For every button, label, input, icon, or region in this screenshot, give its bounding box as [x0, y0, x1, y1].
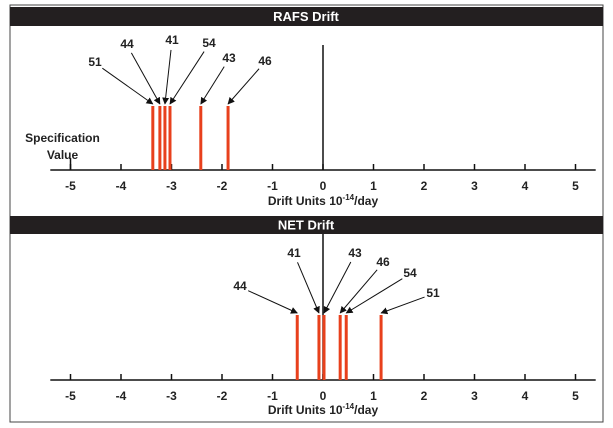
spike-label: 54 — [202, 36, 216, 50]
panel-title: RAFS Drift — [273, 9, 339, 24]
x-tick-label: -2 — [217, 179, 228, 193]
frame — [9, 4, 604, 423]
annotation: Specification — [25, 131, 100, 145]
arrow — [380, 296, 425, 315]
arrow — [227, 68, 260, 105]
x-axis-label-text: Drift Units 10 — [268, 403, 343, 417]
x-tick-label: 5 — [572, 389, 579, 403]
spike-label: 43 — [348, 246, 362, 260]
x-axis-label-suffix: /day — [354, 403, 378, 417]
x-tick-label: 3 — [471, 389, 478, 403]
arrow — [323, 261, 352, 314]
x-tick-label: 2 — [421, 179, 428, 193]
x-tick-label: 1 — [370, 179, 377, 193]
x-tick-label: 2 — [421, 389, 428, 403]
x-tick-label: 3 — [471, 179, 478, 193]
x-tick-label: -1 — [267, 389, 278, 403]
spike-label: 41 — [287, 246, 301, 260]
arrow — [102, 67, 154, 105]
x-axis-label-text: Drift Units 10 — [268, 194, 343, 208]
arrow — [345, 278, 403, 314]
arrow — [169, 51, 205, 105]
annotation: Value — [47, 148, 79, 162]
arrow — [247, 290, 298, 314]
arrow — [162, 49, 172, 105]
x-tick-label: -5 — [65, 179, 76, 193]
spike-label: 54 — [403, 266, 417, 280]
title-bar — [10, 7, 603, 26]
title-bar — [10, 216, 603, 234]
x-tick-label: 1 — [370, 389, 377, 403]
x-tick-label: 4 — [522, 179, 529, 193]
arrow — [339, 269, 378, 314]
spike-label: 51 — [426, 286, 440, 300]
x-tick-label: -4 — [116, 389, 127, 403]
x-tick-label: -3 — [166, 179, 177, 193]
x-tick-label: -5 — [65, 389, 76, 403]
x-axis-label: Drift Units 10-14/day — [268, 402, 379, 417]
spike-label: 51 — [88, 55, 102, 69]
spike-label: 46 — [258, 54, 272, 68]
spike-label: 41 — [165, 33, 179, 47]
x-axis-label-superscript: -14 — [343, 193, 355, 202]
x-tick-label: -1 — [267, 179, 278, 193]
x-tick-label: 4 — [522, 389, 529, 403]
arrow — [130, 52, 161, 105]
x-axis-label-suffix: /day — [354, 194, 378, 208]
spike-label: 44 — [233, 279, 247, 293]
arrow — [297, 262, 320, 314]
x-axis-label: Drift Units 10-14/day — [268, 193, 379, 208]
spike-label: 46 — [376, 255, 390, 269]
spike-label: 43 — [222, 51, 236, 65]
x-tick-label: 0 — [320, 389, 327, 403]
arrow — [200, 66, 225, 105]
x-axis-label-superscript: -14 — [343, 402, 355, 411]
spike-label: 44 — [120, 37, 134, 51]
x-tick-label: 0 — [320, 179, 327, 193]
x-tick-label: -4 — [116, 179, 127, 193]
x-tick-label: -3 — [166, 389, 177, 403]
x-tick-label: -2 — [217, 389, 228, 403]
x-tick-label: 5 — [572, 179, 579, 193]
panel-title: NET Drift — [278, 217, 335, 232]
